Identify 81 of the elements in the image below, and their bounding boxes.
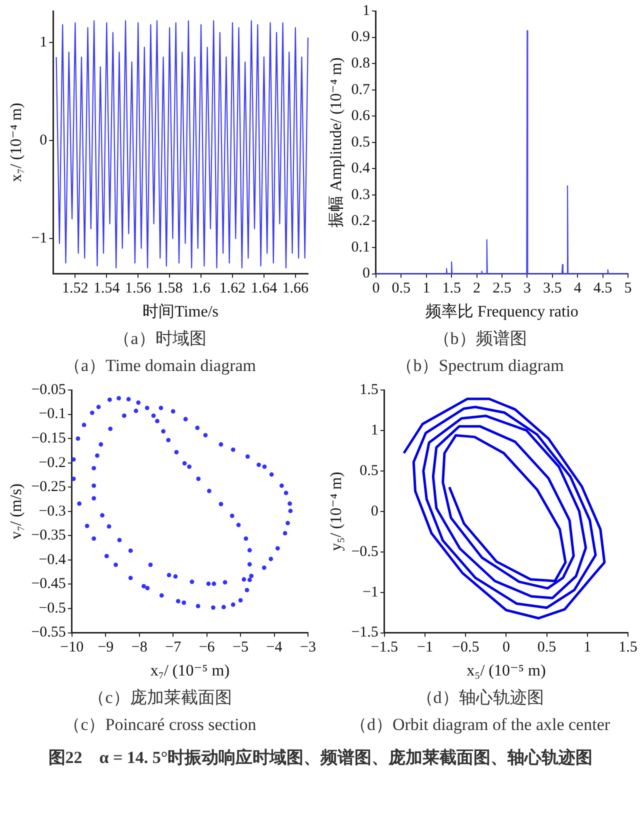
y-tick-label: −0.55 — [31, 624, 66, 641]
y-axis-title: 振幅 Amplitude/ (10⁻⁴ m) — [328, 57, 345, 228]
y-tick-label: 0.6 — [351, 108, 370, 124]
x-axis-title: 时间Time/s — [142, 302, 219, 321]
x-tick-label: 1.58 — [156, 280, 183, 297]
text: （a）Time domain diagram — [62, 355, 257, 377]
y-tick-label: 0.7 — [351, 82, 370, 98]
x-tick-label: −5 — [232, 640, 249, 656]
y-tick-label: −0.5 — [351, 544, 378, 560]
x-tick-label: 4 — [574, 280, 582, 297]
x-tick-label: 1.62 — [219, 280, 246, 297]
x-tick-label: −9 — [98, 640, 114, 656]
x-tick-label: −7 — [165, 640, 182, 656]
x-tick-label: 1 — [584, 640, 592, 656]
x-tick-label: 5 — [624, 280, 632, 297]
y-tick-label: 0.4 — [351, 160, 370, 177]
y-tick-label: −0.1 — [38, 406, 66, 422]
x-tick-label: 1.52 — [62, 280, 88, 297]
y-tick-label: −0.15 — [31, 430, 66, 446]
y-tick-label: 0 — [40, 132, 48, 148]
caption: 图22 α = 14. 5°时振动响应时域图、频谱图、庞加莱截面图、轴心轨迹图 — [47, 747, 594, 769]
x-tick-label: −3 — [300, 640, 316, 656]
text: （d）轴心轨迹图 — [415, 687, 545, 709]
text: （c）庞加莱截面图 — [87, 687, 233, 709]
x-tick-label: 1.66 — [282, 280, 310, 297]
y-tick-label: 0.8 — [351, 56, 370, 72]
y-tick-label: 0 — [362, 266, 370, 282]
x-tick-label: 0.5 — [537, 640, 556, 656]
text: （c）Poincaré cross section — [62, 714, 258, 736]
x-tick-label: 1.64 — [250, 280, 278, 297]
x-tick-label: 1.54 — [94, 280, 120, 297]
x-tick-label: 1.5 — [618, 640, 638, 656]
x-tick-label: 1.56 — [124, 280, 152, 297]
y-tick-label: 0.5 — [360, 462, 378, 479]
y-tick-label: 1 — [362, 2, 370, 19]
x-tick-label: −8 — [131, 640, 148, 656]
y-tick-label: −0.3 — [38, 503, 66, 520]
x-tick-label: 4.5 — [593, 280, 612, 297]
y-tick-label: −0.05 — [31, 382, 66, 398]
x-tick-label: 1.6 — [192, 280, 211, 297]
x-axis-title: x₇/ (10⁻⁵ m) — [150, 662, 230, 680]
y-axis-title: v₇/ (m/s) — [8, 484, 25, 540]
x-tick-label: 3.5 — [543, 280, 562, 297]
y-tick-label: 0.1 — [351, 239, 370, 256]
y-tick-label: 0.9 — [351, 29, 370, 46]
x-tick-label: 1 — [422, 280, 430, 297]
x-tick-label: −0.5 — [452, 640, 480, 656]
x-axis-title: 频率比 Frequency ratio — [426, 302, 578, 321]
x-tick-label: −4 — [266, 640, 283, 656]
y-tick-label: −1 — [362, 584, 378, 600]
y-tick-label: −0.2 — [38, 454, 66, 471]
y-axis-title: y₅/ (10⁻⁴ m) — [328, 472, 345, 551]
x-tick-label: 1.5 — [442, 280, 461, 297]
y-tick-label: 0 — [370, 503, 378, 520]
y-tick-label: 1.5 — [360, 382, 378, 398]
y-tick-label: −0.45 — [31, 576, 66, 592]
y-tick-label: 1 — [40, 34, 48, 50]
x-tick-label: 0 — [502, 640, 510, 656]
x-tick-label: 0.5 — [392, 280, 411, 297]
y-tick-label: −0.5 — [38, 600, 66, 616]
text: （a）时域图 — [112, 328, 208, 350]
text: （b）频谱图 — [432, 328, 528, 350]
y-tick-label: −0.35 — [31, 528, 66, 544]
y-tick-label: 0.2 — [351, 213, 370, 230]
x-tick-label: 2.5 — [492, 280, 512, 297]
text: （b）Spectrum diagram — [395, 355, 565, 377]
x-tick-label: −10 — [60, 640, 84, 656]
y-tick-label: −0.4 — [38, 552, 66, 568]
y-tick-label: 0.3 — [351, 186, 370, 203]
x-axis-title: x₅/ (10⁻⁵ m) — [466, 662, 546, 680]
x-tick-label: 3 — [523, 280, 531, 297]
x-tick-label: 2 — [473, 280, 481, 297]
x-tick-label: −1 — [417, 640, 433, 656]
y-tick-label: −0.25 — [31, 479, 66, 496]
y-tick-label: −1.5 — [351, 624, 378, 641]
y-tick-label: −1 — [31, 230, 48, 246]
y-tick-label: 1 — [370, 422, 378, 438]
x-tick-label: −6 — [198, 640, 216, 656]
y-tick-label: 0.5 — [351, 134, 370, 150]
y-axis-title: x₇/ (10⁻⁴ m) — [8, 102, 25, 182]
text: （d）Orbit diagram of the axle center — [348, 714, 612, 736]
